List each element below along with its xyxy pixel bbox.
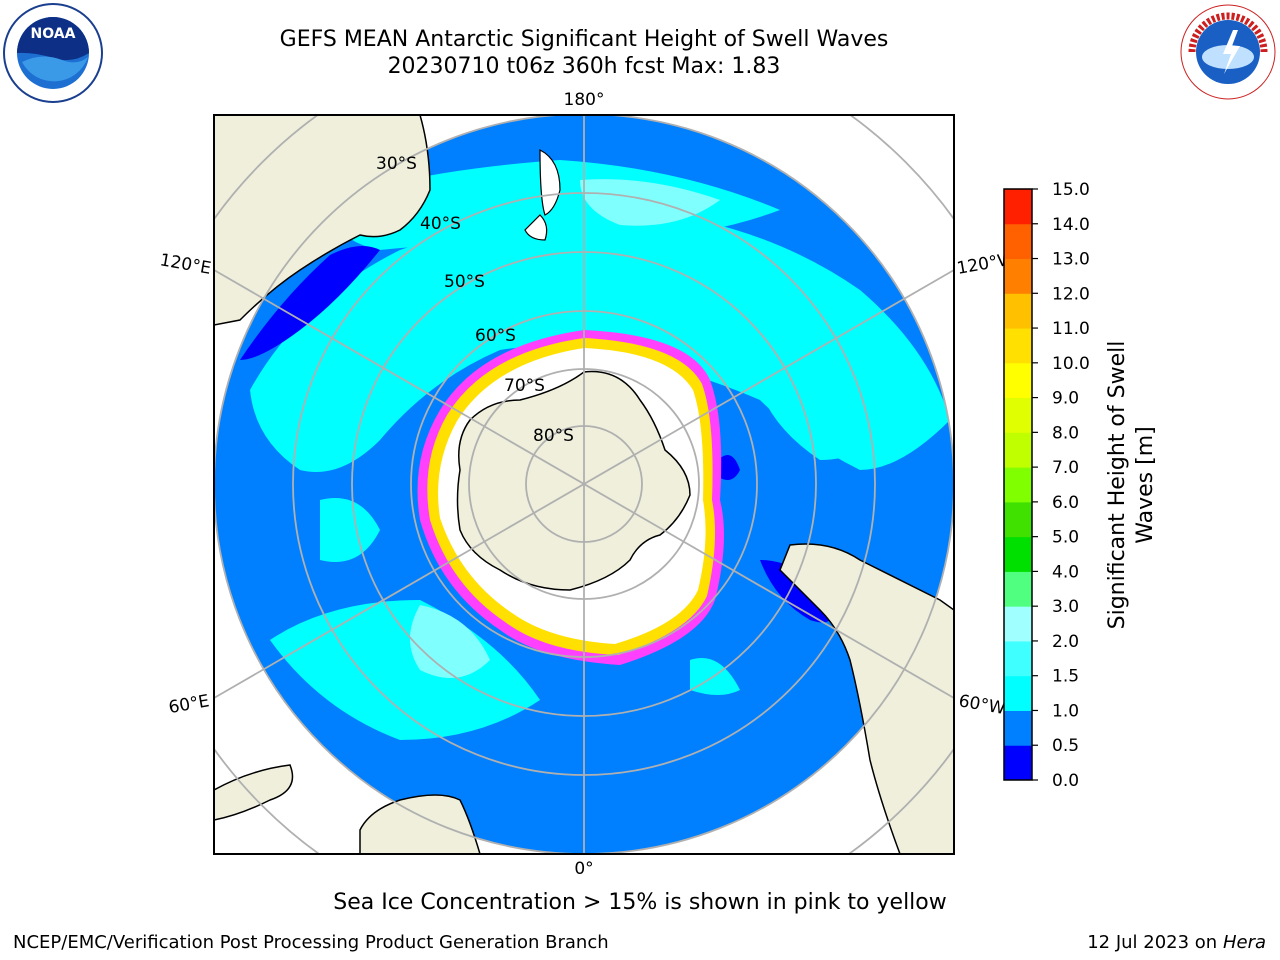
colorbar-tick-label: 1.5 (1052, 667, 1079, 687)
colorbar-segment (1004, 293, 1032, 329)
colorbar-tick-label: 3.0 (1052, 597, 1079, 617)
madagascar (214, 764, 294, 821)
colorbar-tick-label: 0.0 (1052, 771, 1079, 791)
colorbar-tick-label: 9.0 (1052, 389, 1079, 409)
colorbar-segment (1004, 258, 1032, 294)
sea-ice-caption: Sea Ice Concentration > 15% is shown in … (333, 890, 947, 915)
colorbar-segment (1004, 432, 1032, 468)
colorbar-tick-label: 12.0 (1052, 284, 1090, 304)
lat-label-30s: 30°S (376, 154, 417, 174)
footer-date: 12 Jul 2023 on Hera (1087, 932, 1266, 953)
colorbar-segment (1004, 223, 1032, 260)
colorbar-segment (1004, 467, 1032, 503)
south-america (779, 543, 954, 854)
antarctica (456, 370, 691, 591)
lon-label-120e: 120°E (158, 250, 212, 279)
africa (359, 794, 481, 854)
colorbar-label-line-1: Significant Height of Swell (1105, 341, 1130, 630)
colorbar-segment (1004, 675, 1032, 711)
lon-label-0: 0° (574, 859, 593, 879)
noaa-logo-text: NOAA (31, 26, 76, 42)
colorbar-frame (1003, 188, 1033, 781)
swell-low-west (240, 246, 380, 360)
colorbar-segment (1004, 501, 1032, 538)
lon-label-60e: 60°E (167, 691, 211, 718)
map-panel: 30°S 40°S 50°S 60°S 70°S 80°S (214, 115, 954, 854)
colorbar-tick-label: 6.0 (1052, 493, 1079, 513)
colorbar-segment (1004, 397, 1032, 433)
colorbar-segment (1004, 536, 1032, 572)
colorbar-tick-label: 8.0 (1052, 423, 1079, 443)
lat-label-40s: 40°S (420, 214, 461, 234)
footer-host: Hera (1222, 932, 1266, 953)
title-line-2: 20230710 t06z 360h fcst Max: 1.83 (387, 54, 781, 79)
colorbar-tick-label: 1.0 (1052, 701, 1079, 721)
colorbar-segment (1004, 328, 1032, 364)
map-frame (213, 114, 955, 855)
lat-label-60s: 60°S (475, 326, 516, 346)
lat-label-50s: 50°S (444, 272, 485, 292)
swell-low-east (760, 560, 833, 623)
noaa-logo: NOAA (3, 3, 103, 103)
colorbar-tick-label: 2.0 (1052, 632, 1079, 652)
colorbar-tick-label: 11.0 (1052, 319, 1090, 339)
colorbar-tick-label: 0.5 (1052, 736, 1079, 756)
colorbar-tick-label: 5.0 (1052, 528, 1079, 548)
lat-label-70s: 70°S (504, 376, 545, 396)
colorbar-segment (1004, 571, 1032, 607)
footer-date-text: 12 Jul 2023 on (1087, 932, 1223, 953)
australia (214, 115, 431, 326)
title-line-1: GEFS MEAN Antarctic Significant Height o… (279, 27, 889, 52)
colorbar-segment (1004, 362, 1032, 399)
colorbar: 0.0 0.5 1.0 1.5 2.0 3.0 4.0 5.0 6.0 7.0 8.0 9.0 10.0… (1003, 180, 1090, 791)
colorbar-segment (1004, 640, 1032, 677)
nws-logo (1180, 4, 1276, 100)
colorbar-tick-label: 4.0 (1052, 562, 1079, 582)
colorbar-segment (1004, 745, 1032, 781)
colorbar-tick-label: 10.0 (1052, 354, 1090, 374)
footer-branch: NCEP/EMC/Verification Post Processing Pr… (13, 932, 609, 953)
longitude-lines (214, 115, 954, 854)
lon-label-180: 180° (564, 90, 605, 110)
colorbar-tick-label: 14.0 (1052, 215, 1090, 235)
lon-label-60w: 60°W (957, 691, 1007, 719)
lat-label-80s: 80°S (533, 426, 574, 446)
colorbar-segment (1004, 606, 1032, 642)
colorbar-label-line-2: Waves [m] (1133, 426, 1158, 543)
new-zealand (539, 149, 561, 216)
colorbar-tick-label: 13.0 (1052, 250, 1090, 270)
colorbar-tick-label: 15.0 (1052, 180, 1090, 200)
colorbar-tick-label: 7.0 (1052, 458, 1079, 478)
colorbar-segment (1004, 710, 1032, 746)
colorbar-segment (1004, 189, 1032, 225)
